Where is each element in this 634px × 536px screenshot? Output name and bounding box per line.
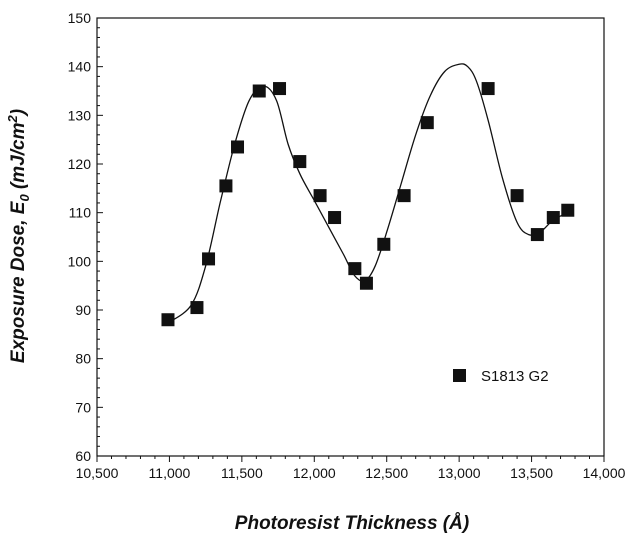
x-tick-label: 12,000 <box>293 465 336 481</box>
data-point <box>328 211 341 224</box>
data-point <box>231 140 244 153</box>
data-point <box>293 155 306 168</box>
data-point <box>161 313 174 326</box>
y-tick-label: 140 <box>68 59 92 75</box>
x-tick-label: 13,000 <box>438 465 481 481</box>
x-tick-label: 11,000 <box>149 465 191 481</box>
data-point <box>314 189 327 202</box>
data-point <box>482 82 495 95</box>
plot-area: 60 70 80 90 100 110 120 130 140 150 10,500 11,000 11… <box>68 10 626 481</box>
y-axis-title: Exposure Dose, E0 (mJ/cm2) <box>5 109 32 363</box>
x-axis-title: Photoresist Thickness (Å) <box>235 513 469 534</box>
y-tick-label: 80 <box>75 351 91 367</box>
data-point <box>511 189 524 202</box>
x-tick-label: 13,500 <box>510 465 553 481</box>
x-tick-label: 12,500 <box>365 465 408 481</box>
y-axis-title-close: ) <box>8 109 29 117</box>
y-axis-title-unit: (mJ/cm <box>8 122 29 194</box>
data-point <box>377 238 390 251</box>
data-point <box>202 252 215 265</box>
y-tick-label: 90 <box>75 302 91 318</box>
y-axis-title-main: Exposure Dose, E <box>8 200 29 363</box>
data-point <box>219 179 232 192</box>
data-point <box>398 189 411 202</box>
legend-label: S1813 G2 <box>481 368 549 385</box>
data-point <box>531 228 544 241</box>
y-tick-label: 60 <box>75 448 91 464</box>
data-point <box>561 204 574 217</box>
y-tick-label: 130 <box>68 107 92 123</box>
data-point <box>360 277 373 290</box>
legend: S1813 G2 <box>453 368 549 385</box>
data-point <box>190 301 203 314</box>
y-tick-label: 120 <box>68 156 92 172</box>
y-tick-label: 110 <box>69 205 92 221</box>
y-tick-label: 70 <box>75 399 91 415</box>
data-point <box>273 82 286 95</box>
y-tick-label: 100 <box>68 253 92 269</box>
plot-frame <box>97 18 604 456</box>
data-point <box>421 116 434 129</box>
legend-marker <box>453 369 466 382</box>
data-point <box>348 262 361 275</box>
x-tick-label: 14,000 <box>583 465 626 481</box>
x-tick-label: 11,500 <box>221 465 263 481</box>
x-tick-label: 10,500 <box>76 465 119 481</box>
data-point <box>547 211 560 224</box>
data-point <box>253 85 266 98</box>
y-tick-label: 150 <box>68 10 92 26</box>
